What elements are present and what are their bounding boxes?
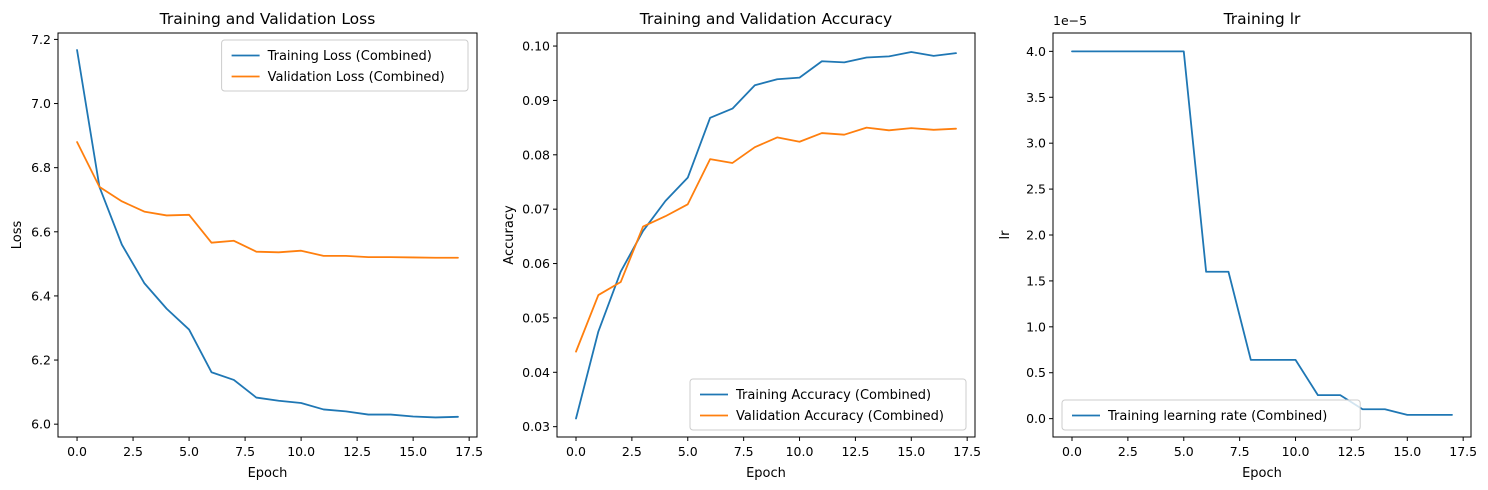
- x-tick-label: 10.0: [287, 444, 315, 459]
- x-axis-label: Epoch: [248, 466, 288, 481]
- y-tick-label: 7.0: [31, 96, 51, 111]
- x-tick-label: 0.0: [1062, 444, 1082, 459]
- legend: Training Accuracy (Combined) Validation A…: [689, 378, 967, 431]
- plot-frame: [57, 32, 478, 438]
- x-tick-label: 2.5: [622, 444, 642, 459]
- subplot-1: Training and Validation Loss 0.0 2.5 5.0 7.5…: [10, 10, 483, 481]
- chart-title: Training and Validation Accuracy: [639, 10, 892, 28]
- x-tick-label: 2.5: [1118, 444, 1138, 459]
- y-tick-label: 0.08: [522, 147, 550, 162]
- y-offset-label: 1e−5: [1053, 13, 1087, 28]
- x-tick-label: 15.0: [1393, 444, 1421, 459]
- subplot-3: Training lr 0.0 2.5 5.0 7.5 10.0 12.5 15.0 17.5 0…: [998, 10, 1477, 481]
- y-tick-label: 1.5: [1026, 273, 1046, 288]
- y-tick-label: 0.05: [522, 310, 550, 325]
- y-tick-label: 0.10: [522, 39, 550, 54]
- x-tick-label: 5.0: [179, 444, 199, 459]
- legend-box: [689, 378, 967, 431]
- x-tick-label: 17.5: [953, 444, 981, 459]
- x-tick-label: 10.0: [1282, 444, 1310, 459]
- x-axis-label: Epoch: [746, 466, 786, 481]
- legend-entry: Training learning rate (Combined): [1107, 409, 1327, 424]
- x-tick-label: 5.0: [1174, 444, 1194, 459]
- x-tick-label: 12.5: [343, 444, 371, 459]
- x-tick-label: 5.0: [678, 444, 698, 459]
- y-tick-label: 0.04: [522, 365, 550, 380]
- legend-entry: Validation Loss (Combined): [268, 70, 445, 85]
- y-tick-label: 0.09: [522, 93, 550, 108]
- series-line-1: [76, 49, 459, 419]
- y-axis-label: lr: [998, 230, 1013, 240]
- legend-entry: Training Loss (Combined): [267, 49, 432, 64]
- series-line-1: [1071, 50, 1453, 416]
- y-tick-label: 6.2: [31, 353, 51, 368]
- series-line-1: [575, 51, 957, 420]
- plot-frame: [556, 32, 976, 438]
- x-tick-label: 12.5: [841, 444, 869, 459]
- y-axis-label: Loss: [10, 221, 25, 250]
- legend-entry: Validation Accuracy (Combined): [736, 409, 944, 424]
- y-tick-label: 6.8: [31, 160, 51, 175]
- y-tick-label: 2.5: [1026, 182, 1046, 197]
- x-tick-label: 17.5: [1449, 444, 1477, 459]
- x-tick-label: 0.0: [566, 444, 586, 459]
- y-tick-label: 1.0: [1026, 319, 1046, 334]
- legend: Training Loss (Combined) Validation Loss …: [221, 39, 469, 92]
- x-tick-label: 7.5: [235, 444, 255, 459]
- y-tick-label: 2.0: [1026, 228, 1046, 243]
- y-tick-label: 6.0: [31, 417, 51, 432]
- legend-box: [1061, 399, 1361, 431]
- x-tick-label: 7.5: [734, 444, 754, 459]
- y-tick-label: 0.06: [522, 256, 550, 271]
- x-tick-label: 15.0: [399, 444, 427, 459]
- plot-frame: [1052, 32, 1472, 438]
- y-tick-label: 0.07: [522, 202, 550, 217]
- chart-title: Training and Validation Loss: [159, 10, 376, 28]
- y-tick-label: 3.5: [1026, 90, 1046, 105]
- x-tick-label: 10.0: [786, 444, 814, 459]
- y-tick-label: 4.0: [1026, 44, 1046, 59]
- y-tick-label: 0.03: [522, 419, 550, 434]
- chart-title: Training lr: [1223, 10, 1301, 28]
- x-tick-label: 17.5: [455, 444, 483, 459]
- x-tick-label: 15.0: [897, 444, 925, 459]
- y-tick-label: 7.2: [31, 32, 51, 47]
- series-line-2: [76, 141, 459, 259]
- subplot-2: Training and Validation Accuracy 0.0 2.5 5.…: [502, 10, 981, 481]
- x-tick-label: 2.5: [123, 444, 143, 459]
- y-tick-label: 0.0: [1026, 411, 1046, 426]
- y-tick-label: 3.0: [1026, 136, 1046, 151]
- x-axis-label: Epoch: [1242, 466, 1282, 481]
- legend-entry: Training Accuracy (Combined): [735, 388, 931, 403]
- y-tick-label: 0.5: [1026, 365, 1046, 380]
- y-tick-label: 6.4: [31, 288, 51, 303]
- y-axis-label: Accuracy: [502, 205, 517, 265]
- legend: Training learning rate (Combined): [1061, 399, 1361, 431]
- x-tick-label: 12.5: [1337, 444, 1365, 459]
- y-tick-label: 6.6: [31, 224, 51, 239]
- series-line-2: [575, 126, 957, 353]
- x-tick-label: 0.0: [67, 444, 87, 459]
- legend-box: [221, 39, 469, 92]
- x-tick-label: 7.5: [1230, 444, 1250, 459]
